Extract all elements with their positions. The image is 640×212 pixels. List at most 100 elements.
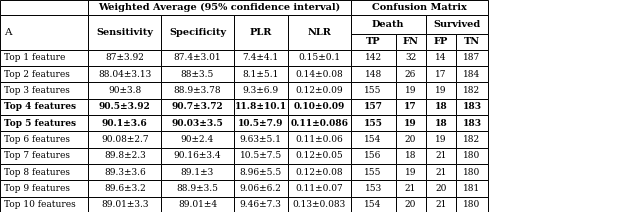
Text: Top 3 features: Top 3 features [4,86,70,95]
Bar [0,115,88,131]
Text: 0.14±0.08: 0.14±0.08 [296,70,343,79]
Bar [88,131,161,148]
Text: A: A [4,28,12,37]
Bar [351,66,396,82]
Text: 90.16±3.4: 90.16±3.4 [173,151,221,160]
Bar [288,197,351,212]
Text: 182: 182 [463,135,481,144]
Bar [396,180,426,197]
Bar [426,164,456,180]
Text: 180: 180 [463,200,481,209]
Bar [234,66,288,82]
Bar [396,82,426,99]
Text: Weighted Average (95% confidence interval): Weighted Average (95% confidence interva… [99,3,340,12]
Bar [88,15,161,50]
Text: 89.8±2.3: 89.8±2.3 [104,151,146,160]
Text: 19: 19 [405,86,416,95]
Bar [0,148,88,164]
Text: 142: 142 [365,53,381,62]
Bar [88,50,161,66]
Bar [234,148,288,164]
Bar [234,180,288,197]
Bar [161,148,234,164]
Text: 9.3±6.9: 9.3±6.9 [243,86,279,95]
Text: 19: 19 [435,86,447,95]
Bar [426,34,456,50]
Text: 89.01±4: 89.01±4 [178,200,217,209]
Text: 181: 181 [463,184,481,193]
Bar [351,115,396,131]
Bar [161,197,234,212]
Bar [0,66,88,82]
Text: 183: 183 [463,102,481,111]
Bar [456,180,488,197]
Bar [351,34,396,50]
Text: 88.9±3.5: 88.9±3.5 [177,184,218,193]
Text: Top 5 features: Top 5 features [4,119,76,128]
Bar [234,164,288,180]
Bar [234,115,288,131]
Bar [426,197,456,212]
Text: 0.11±0.086: 0.11±0.086 [291,119,348,128]
Text: 26: 26 [405,70,416,79]
Text: 0.15±0.1: 0.15±0.1 [298,53,340,62]
Text: 148: 148 [365,70,381,79]
Bar [456,197,488,212]
Bar [0,0,88,15]
Text: 88.9±3.78: 88.9±3.78 [173,86,221,95]
Bar [456,50,488,66]
Bar [0,15,88,50]
Bar [396,66,426,82]
Bar [351,180,396,197]
Bar [288,15,351,50]
Bar [234,99,288,115]
Text: 17: 17 [404,102,417,111]
Text: 17: 17 [435,70,447,79]
Text: Top 7 features: Top 7 features [4,151,70,160]
Text: 184: 184 [463,70,481,79]
Bar [396,148,426,164]
Bar [351,148,396,164]
Text: 20: 20 [405,200,416,209]
Bar [426,148,456,164]
Text: 89.01±3.3: 89.01±3.3 [101,200,148,209]
Text: 155: 155 [364,167,382,177]
Bar [456,66,488,82]
Bar [288,115,351,131]
Bar [234,15,288,50]
Text: PLR: PLR [250,28,272,37]
Text: 20: 20 [435,184,447,193]
Bar [426,15,488,34]
Text: 89.1±3: 89.1±3 [181,167,214,177]
Bar [396,131,426,148]
Bar [456,99,488,115]
Text: 10.5±7.5: 10.5±7.5 [239,151,282,160]
Bar [426,66,456,82]
Text: 18: 18 [435,102,447,111]
Text: TP: TP [366,38,380,46]
Bar [288,82,351,99]
Text: 180: 180 [463,151,481,160]
Text: 154: 154 [364,135,382,144]
Text: 32: 32 [405,53,416,62]
Text: 0.11±0.06: 0.11±0.06 [296,135,343,144]
Text: 0.12±0.05: 0.12±0.05 [296,151,343,160]
Text: FP: FP [434,38,448,46]
Bar [88,197,161,212]
Bar [396,99,426,115]
Text: 89.6±3.2: 89.6±3.2 [104,184,146,193]
Bar [456,34,488,50]
Text: 19: 19 [405,167,416,177]
Text: 154: 154 [364,200,382,209]
Bar [88,164,161,180]
Text: 155: 155 [364,119,383,128]
Text: 9.06±6.2: 9.06±6.2 [240,184,282,193]
Bar [234,131,288,148]
Bar [161,66,234,82]
Bar [0,82,88,99]
Bar [396,197,426,212]
Text: Top 8 features: Top 8 features [4,167,70,177]
Bar [396,34,426,50]
Bar [288,180,351,197]
Bar [88,82,161,99]
